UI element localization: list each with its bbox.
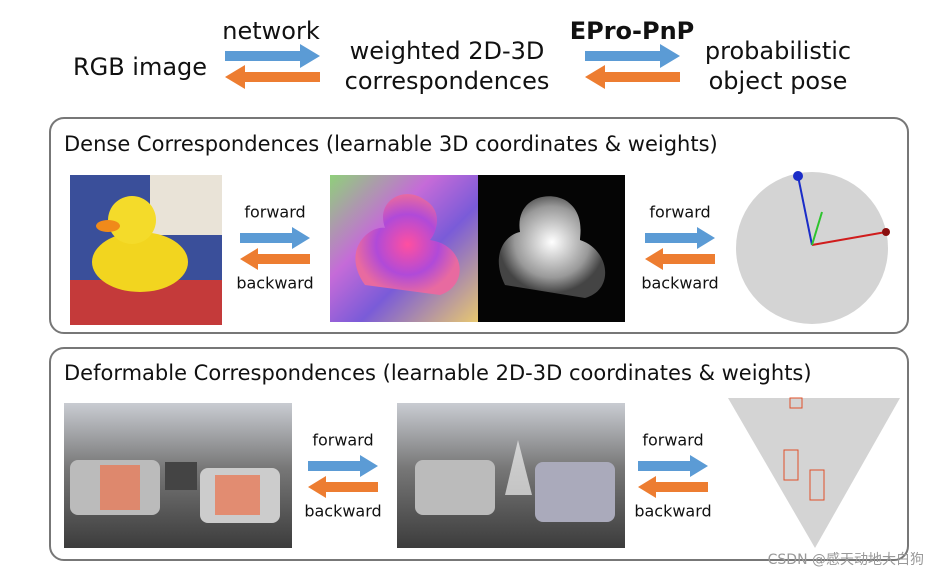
panel: [49, 347, 909, 561]
street-image-points: [397, 403, 625, 548]
backward-label: backward: [634, 502, 711, 521]
arrow-forward: [645, 227, 715, 249]
arrow-backward: [638, 476, 708, 498]
panel-title: Dense Correspondences (learnable 3D coor…: [64, 132, 718, 156]
backward-label: backward: [304, 502, 381, 521]
arrow-forward: [585, 44, 680, 68]
method-label: EPro-PnP: [570, 17, 695, 45]
panel-title: Deformable Correspondences (learnable 2D…: [64, 361, 812, 385]
arrow-forward: [240, 227, 310, 249]
input-label: RGB image: [73, 53, 207, 81]
forward-label: forward: [312, 431, 373, 450]
panel: [49, 117, 909, 334]
middle-label: weighted 2D-3D: [350, 37, 545, 65]
forward-label: forward: [642, 431, 703, 450]
bev-view: [728, 397, 900, 548]
arrow-backward: [308, 476, 378, 498]
output-label: object pose: [709, 67, 848, 95]
arrow-backward: [225, 65, 320, 89]
output-label: probabilistic: [705, 37, 851, 65]
weight-map: [478, 175, 625, 322]
forward-label: forward: [244, 203, 305, 222]
duck-image: [70, 175, 222, 325]
middle-label: correspondences: [345, 67, 550, 95]
backward-label: backward: [641, 274, 718, 293]
backward-label: backward: [236, 274, 313, 293]
arrow-backward: [645, 248, 715, 270]
street-image: [64, 403, 292, 548]
arrow-forward: [308, 455, 378, 477]
arrow-forward: [225, 44, 320, 68]
watermark: CSDN @感天动地大白狗: [768, 551, 924, 568]
forward-label: forward: [649, 203, 710, 222]
coordinate-map: [330, 175, 478, 322]
pose-sphere: [736, 171, 890, 324]
arrow-forward: [638, 455, 708, 477]
network-label: network: [222, 17, 320, 45]
arrow-backward: [240, 248, 310, 270]
arrow-backward: [585, 65, 680, 89]
